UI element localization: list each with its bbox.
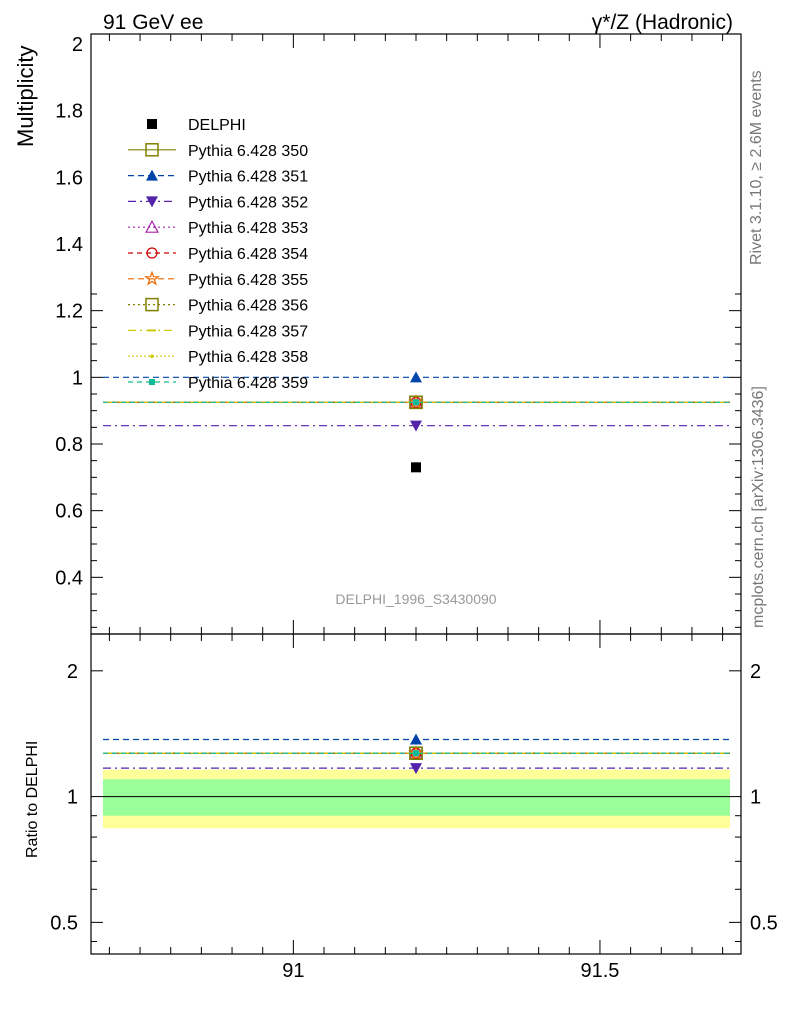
title-left: 91 GeV ee [103, 11, 203, 34]
y-tick-label: 2 [72, 34, 83, 56]
legend-label-3: Pythia 6.428 352 [188, 194, 308, 211]
data-point-delphi [411, 462, 421, 473]
legend-marker-9 [150, 354, 154, 359]
legend-label-6: Pythia 6.428 355 [188, 272, 308, 289]
title-right: γ*/Z (Hadronic) [592, 11, 733, 34]
ratio-y-axis-label: Ratio to DELPHI [24, 741, 41, 858]
y-tick-label: 1.8 [55, 101, 83, 123]
legend-label-7: Pythia 6.428 356 [188, 298, 308, 315]
side-text-rivet: Rivet 3.1.10, ≥ 2.6M events [748, 70, 765, 265]
legend-marker-1 [145, 143, 159, 157]
legend-marker-10 [149, 379, 155, 385]
ratio-y-tick-label-right: 1 [750, 787, 761, 809]
series-point-3 [410, 420, 422, 432]
legend-label-5: Pythia 6.428 354 [188, 246, 308, 263]
legend-label-9: Pythia 6.428 358 [188, 349, 308, 366]
y-tick-label: 1 [72, 367, 83, 389]
ratio-point-2 [410, 733, 422, 745]
side-text-mcplots: mcplots.cern.ch [arXiv:1306.3436] [750, 386, 767, 628]
ratio-point-3 [410, 763, 422, 775]
legend-label-8: Pythia 6.428 357 [188, 323, 308, 340]
x-tick-label: 91.5 [580, 960, 619, 982]
analysis-watermark: DELPHI_1996_S3430090 [335, 591, 496, 607]
ratio-y-tick-label: 2 [67, 661, 78, 683]
legend-marker-6 [144, 270, 160, 286]
legend-marker-4 [144, 219, 160, 233]
legend-item-2: Pythia 6.428 351 [128, 169, 308, 186]
legend-label-4: Pythia 6.428 353 [188, 220, 308, 237]
legend-marker-3 [146, 196, 158, 208]
x-tick-label: 91 [282, 960, 304, 982]
legend-item-6: Pythia 6.428 355 [128, 270, 308, 289]
y-tick-label: 1.6 [55, 167, 83, 189]
legend-marker-7 [145, 297, 159, 312]
legend-marker-data [147, 119, 157, 129]
legend-item-4: Pythia 6.428 353 [128, 219, 308, 237]
ratio-y-tick-label: 1 [67, 787, 78, 809]
ratio-y-tick-label-right: 2 [750, 661, 761, 683]
y-tick-label: 1.2 [55, 301, 83, 323]
legend-item-7: Pythia 6.428 356 [128, 298, 308, 315]
ratio-point-10 [413, 750, 419, 757]
y-tick-label: 0.4 [55, 567, 83, 589]
series-point-10 [413, 399, 419, 406]
ratio-y-tick-label: 0.5 [50, 912, 78, 934]
legend-label-2: Pythia 6.428 351 [188, 169, 308, 186]
y-tick-label: 0.6 [55, 501, 83, 523]
y-tick-label: 1.4 [55, 234, 83, 256]
legend-item-data: DELPHI [147, 117, 246, 134]
legend-item-5: Pythia 6.428 354 [128, 246, 308, 263]
legend-item-8: Pythia 6.428 357 [128, 323, 308, 340]
legend-label-10: Pythia 6.428 359 [188, 375, 308, 392]
legend-item-1: Pythia 6.428 350 [128, 143, 308, 160]
y-axis-label: Multiplicity [13, 46, 38, 147]
legend-marker-5 [146, 247, 158, 259]
legend-item-10: Pythia 6.428 359 [128, 375, 308, 392]
series-point-2 [410, 371, 422, 383]
legend-item-9: Pythia 6.428 358 [128, 349, 308, 366]
legend-label-data: DELPHI [188, 117, 246, 134]
ratio-y-tick-label-right: 0.5 [750, 912, 778, 934]
legend-marker-2 [146, 169, 158, 181]
legend-item-3: Pythia 6.428 352 [128, 194, 308, 211]
y-tick-label: 0.8 [55, 434, 83, 456]
ratio-band-inner [103, 779, 730, 816]
legend-label-1: Pythia 6.428 350 [188, 143, 308, 160]
